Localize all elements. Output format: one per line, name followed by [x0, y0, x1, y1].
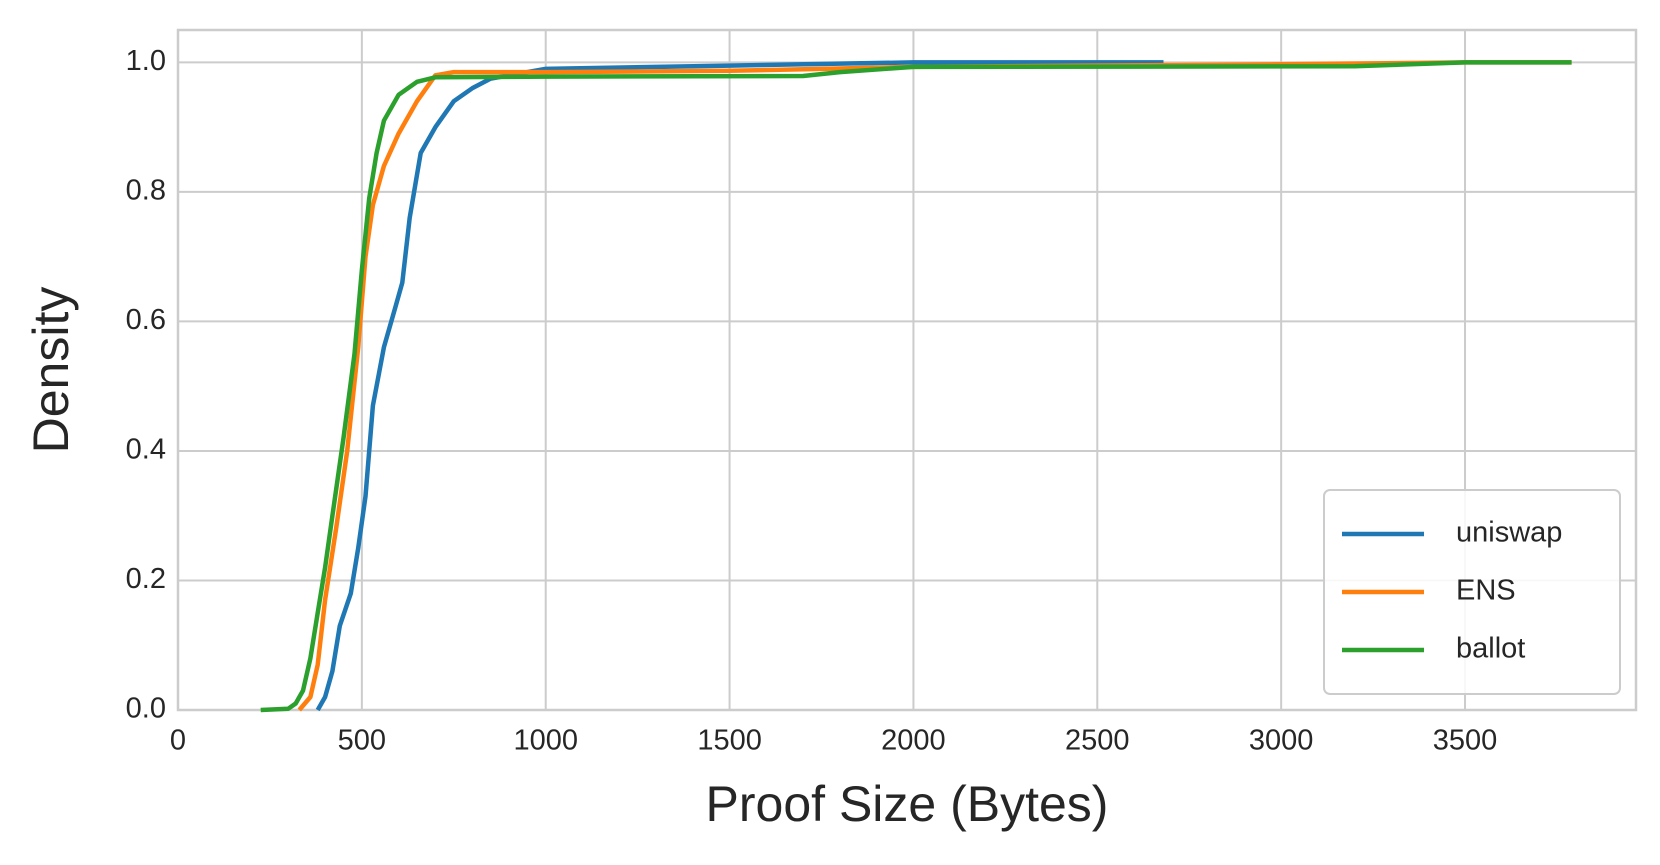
- y-tick-label: 1.0: [126, 45, 166, 77]
- x-axis-label: Proof Size (Bytes): [706, 776, 1109, 832]
- y-tick-label: 0.8: [126, 175, 166, 207]
- x-tick-label: 1000: [513, 725, 578, 757]
- legend-label: ballot: [1456, 633, 1525, 665]
- x-tick-label: 0: [170, 725, 186, 757]
- series-line: [260, 60, 1572, 713]
- y-tick-label: 0.4: [126, 434, 166, 466]
- x-tick-label: 3500: [1433, 725, 1498, 757]
- x-tick-label: 2500: [1065, 725, 1130, 757]
- legend-label: ENS: [1456, 575, 1516, 607]
- legend-box: [1323, 489, 1621, 695]
- y-axis-label: Density: [23, 287, 79, 454]
- x-tick-label: 1500: [697, 725, 762, 757]
- x-tick-label: 3000: [1249, 725, 1314, 757]
- x-tick-label: 2000: [881, 725, 946, 757]
- legend-label: uniswap: [1456, 517, 1562, 549]
- y-tick-label: 0.0: [126, 693, 166, 725]
- x-tick-label: 500: [338, 725, 386, 757]
- series-line: [315, 60, 1164, 712]
- plot-frame: [176, 28, 1638, 712]
- y-tick-label: 0.6: [126, 304, 166, 336]
- y-tick-label: 0.2: [126, 563, 166, 595]
